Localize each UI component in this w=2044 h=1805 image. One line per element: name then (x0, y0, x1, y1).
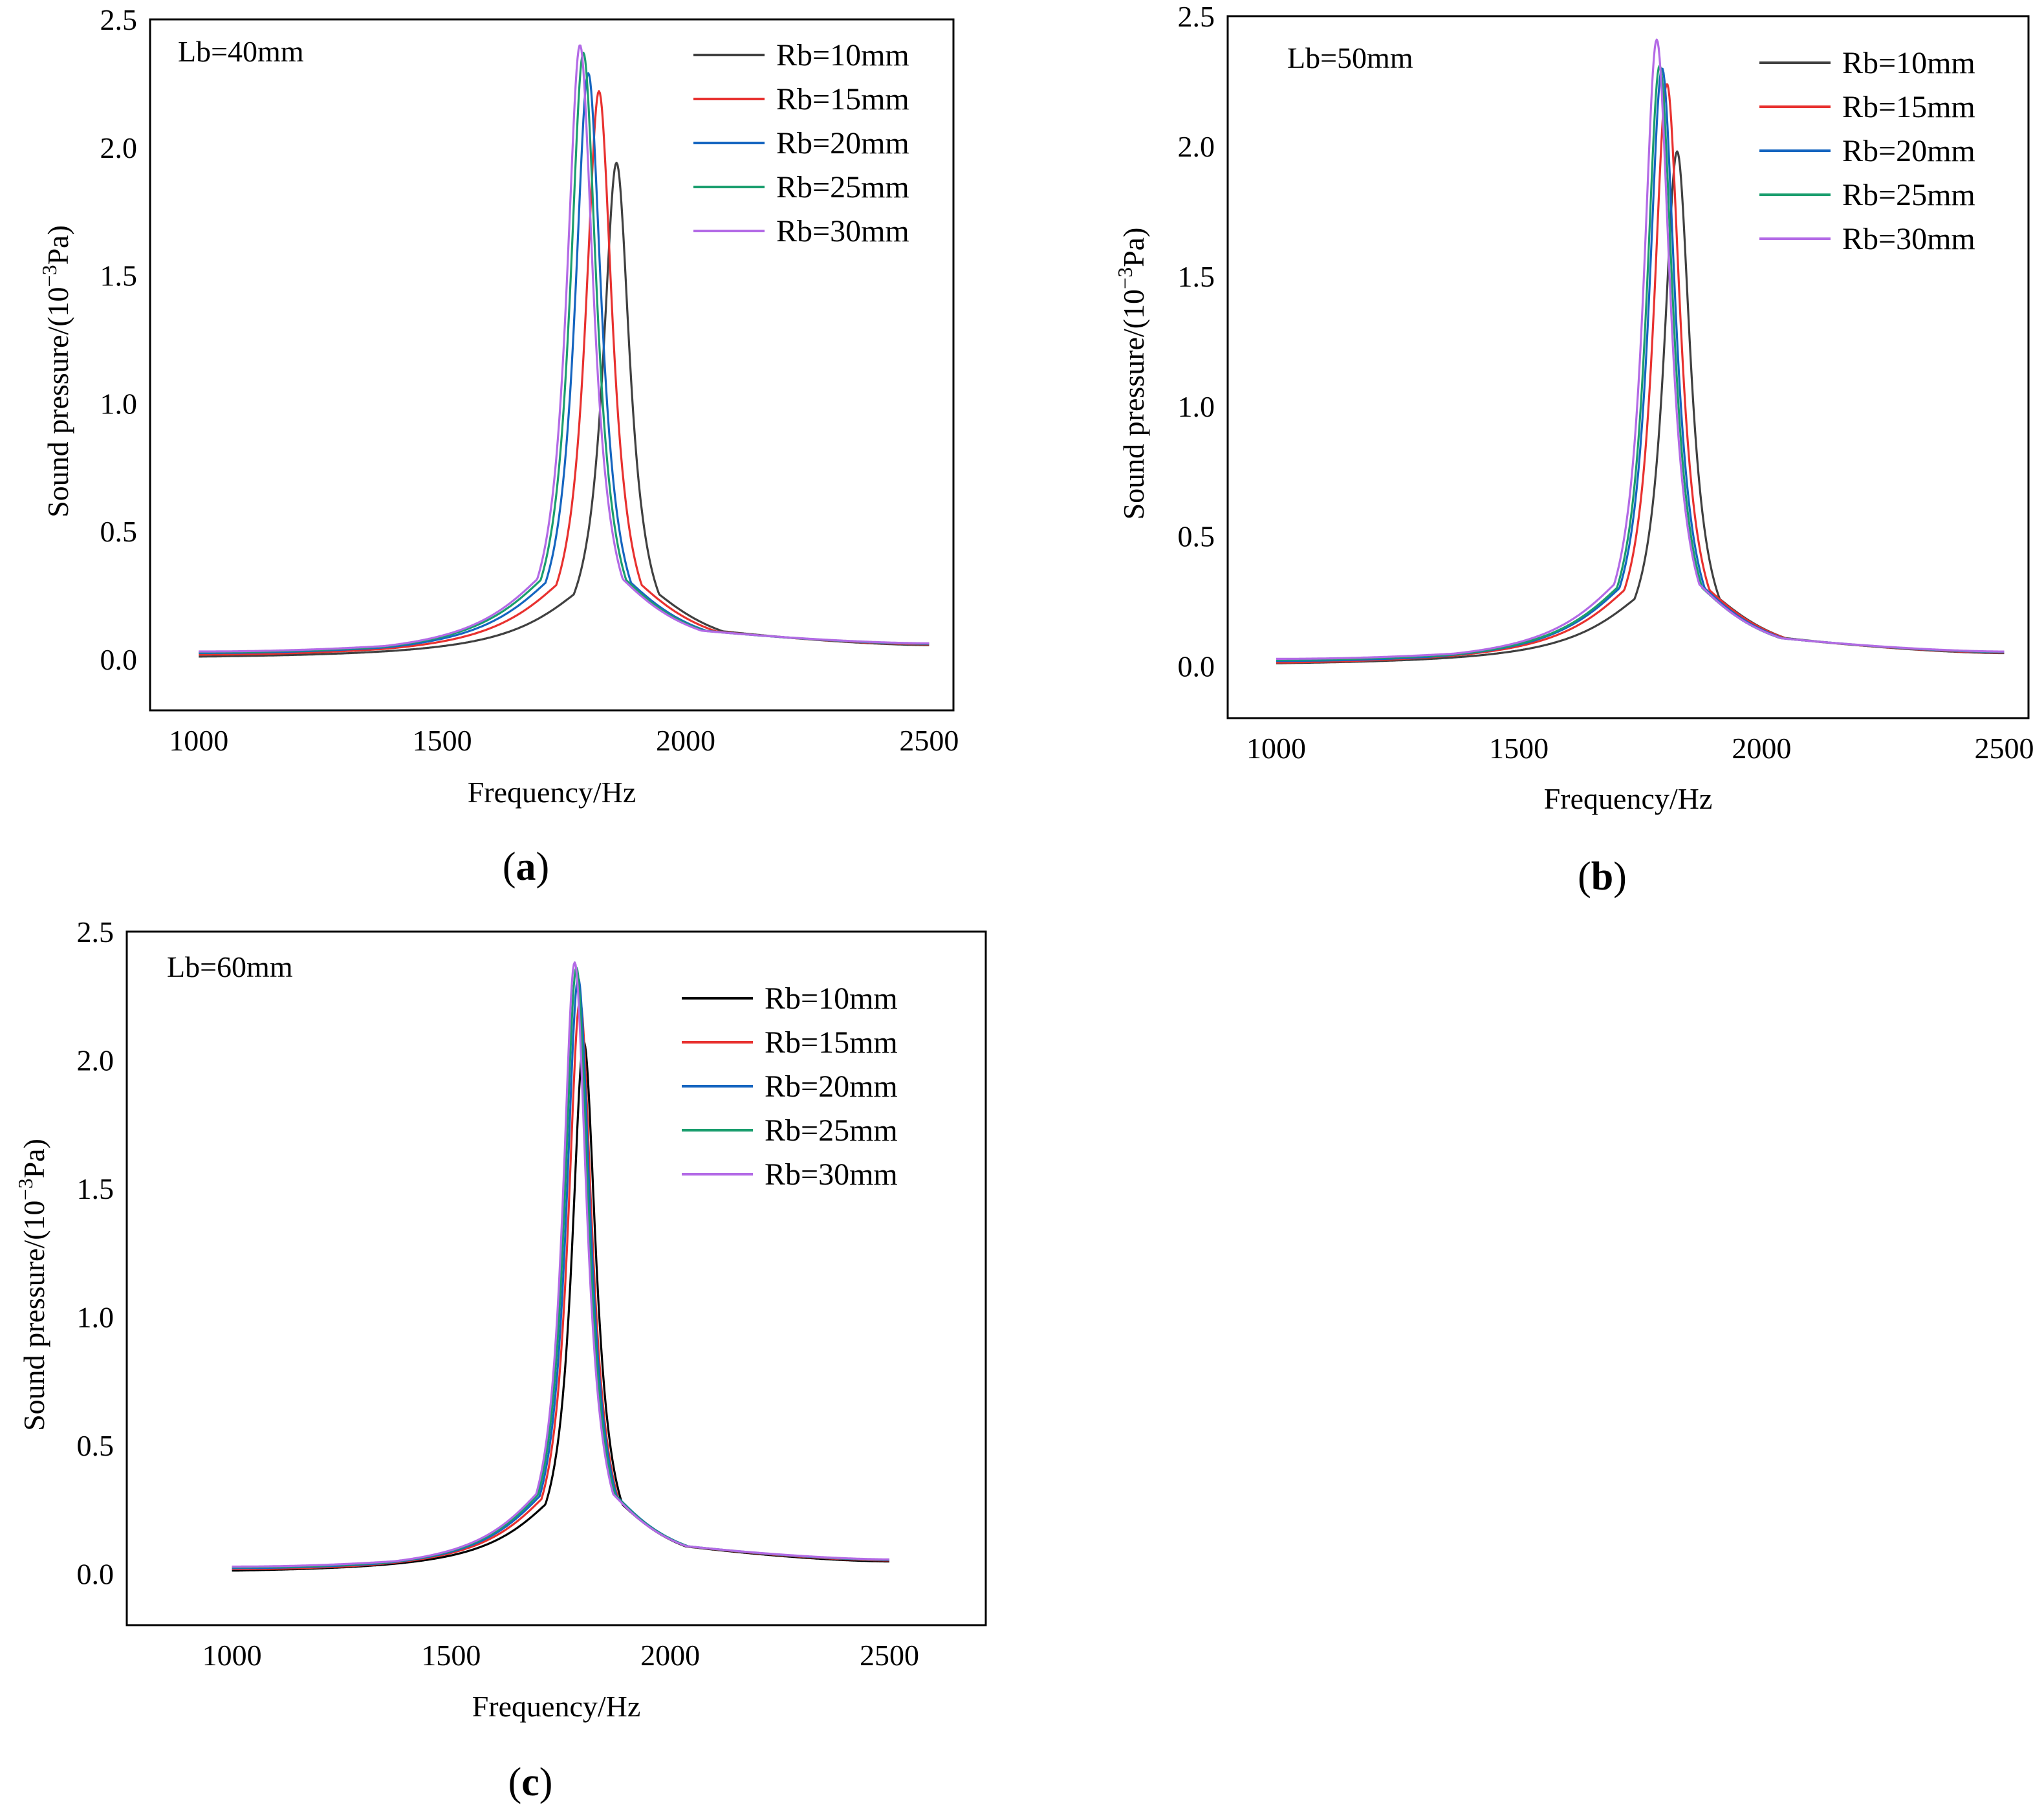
legend-label: Rb=15mm (776, 82, 909, 116)
panel-annotation: Lb=60mm (167, 950, 293, 983)
legend-label: Rb=25mm (776, 170, 909, 204)
legend-label: Rb=20mm (776, 126, 909, 160)
legend-label: Rb=25mm (1842, 178, 1975, 212)
panel-caption: (b) (1578, 855, 1627, 899)
chart-panel-b: 0.0 0.5 1.0 1.5 2.0 2.5 1000 1500 2000 2500 Freque… (1113, 0, 2034, 899)
legend-label: Rb=20mm (765, 1069, 898, 1104)
y-tick-label: 2.0 (100, 131, 138, 164)
x-tick-label: 2500 (899, 724, 959, 757)
y-tick-label: 1.5 (1178, 260, 1215, 293)
x-tick-label: 1500 (421, 1639, 481, 1672)
legend-label: Rb=30mm (776, 214, 909, 248)
panel-annotation: Lb=40mm (178, 35, 304, 68)
plot-frame (125, 930, 987, 1626)
x-tick-label: 2000 (656, 724, 715, 757)
y-tick-label: 2.5 (1178, 0, 1215, 33)
legend-label: Rb=10mm (1842, 46, 1975, 80)
series-line-rb-30mm (1276, 38, 2005, 661)
y-tick-label: 0.5 (1178, 520, 1215, 553)
legend-label: Rb=15mm (1842, 90, 1975, 124)
legend-label: Rb=25mm (765, 1113, 898, 1148)
panel-annotation: Lb=50mm (1287, 41, 1413, 74)
legend-label: Rb=10mm (765, 981, 898, 1016)
series-line-rb-15mm (1276, 83, 2005, 664)
y-tick-label: 2.0 (1178, 130, 1215, 163)
series-line-rb-30mm (232, 961, 890, 1568)
x-tick-label: 1500 (413, 724, 472, 757)
legend-label: Rb=10mm (776, 38, 909, 72)
x-axis-label: Frequency/Hz (468, 776, 636, 809)
x-tick-label: 1000 (169, 724, 228, 757)
y-tick-label: 1.5 (77, 1172, 114, 1205)
chart-panel-c: 0.0 0.5 1.0 1.5 2.0 2.5 1000 1500 2000 2500 Freque… (14, 915, 987, 1804)
y-tick-label: 0.5 (100, 515, 138, 548)
panel-caption: (a) (503, 845, 549, 889)
y-tick-label: 1.0 (100, 387, 138, 420)
y-tick-label: 2.5 (77, 915, 114, 948)
x-tick-label: 1000 (1246, 732, 1306, 765)
y-tick-label: 1.0 (77, 1301, 114, 1334)
plot-frame (1226, 15, 2030, 719)
x-tick-label: 2500 (1974, 732, 2034, 765)
legend-label: Rb=15mm (765, 1025, 898, 1060)
y-axis-label: Sound pressure/(10−3Pa) (14, 1139, 50, 1431)
x-axis-label: Frequency/Hz (1544, 782, 1713, 815)
legend-label: Rb=30mm (765, 1157, 898, 1192)
panel-caption: (c) (508, 1760, 553, 1804)
y-tick-label: 1.0 (1178, 390, 1215, 423)
plot-frame (149, 18, 955, 712)
x-tick-label: 2000 (640, 1639, 700, 1672)
y-tick-label: 0.5 (77, 1429, 114, 1462)
y-tick-label: 2.0 (77, 1044, 114, 1077)
x-tick-label: 1000 (202, 1639, 262, 1672)
x-tick-label: 2000 (1732, 732, 1791, 765)
series-line-rb-30mm (199, 44, 930, 653)
y-axis-label: Sound pressure/(10−3Pa) (38, 225, 74, 518)
y-tick-label: 0.0 (1178, 650, 1215, 683)
y-tick-label: 2.5 (100, 3, 138, 36)
x-axis-label: Frequency/Hz (472, 1690, 641, 1723)
y-tick-label: 0.0 (77, 1558, 114, 1591)
y-tick-label: 1.5 (100, 259, 138, 292)
legend-label: Rb=30mm (1842, 222, 1975, 256)
x-tick-label: 2500 (860, 1639, 919, 1672)
x-tick-label: 1500 (1489, 732, 1549, 765)
y-tick-label: 0.0 (100, 643, 138, 676)
chart-panel-a: 0.0 0.5 1.0 1.5 2.0 2.5 1000 1500 2000 2500 Freque… (38, 3, 959, 889)
y-axis-label: Sound pressure/(10−3Pa) (1113, 228, 1150, 520)
legend-label: Rb=20mm (1842, 134, 1975, 168)
